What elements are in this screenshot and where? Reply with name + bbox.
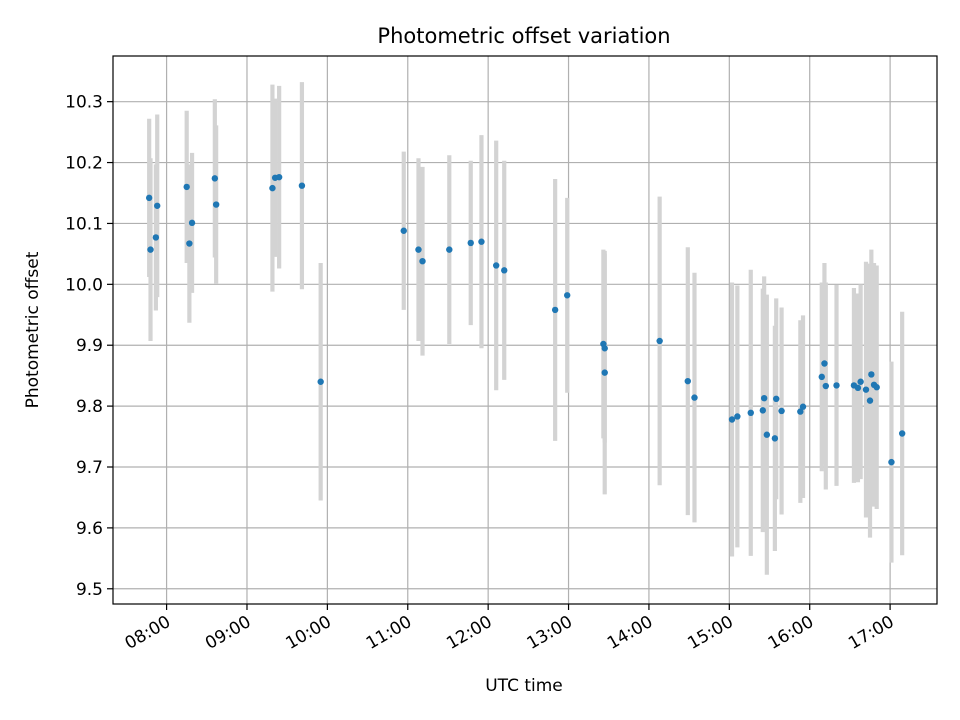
x-tick-label: 16:00 [765, 612, 817, 654]
data-point [298, 182, 306, 189]
data-point [467, 239, 474, 247]
data-point [501, 267, 508, 274]
x-tick-label: 11:00 [363, 612, 415, 654]
x-tick-label: 10:00 [282, 612, 334, 654]
data-point [857, 378, 864, 385]
y-tick-label: 9.9 [76, 336, 103, 356]
data-point [152, 234, 160, 241]
data-point [734, 413, 741, 420]
y-tick-label: 9.7 [76, 458, 103, 478]
data-point [763, 431, 771, 438]
data-point [188, 219, 196, 227]
data-point-layer [145, 173, 906, 466]
data-point [269, 184, 276, 192]
data-point [691, 394, 698, 401]
errorbar-layer [147, 82, 905, 575]
y-axis-ticks: 9.5 9.6 9.7 9.8 9.9 10.0 10.1 10.2 10.3 [65, 93, 113, 600]
plot-area-frame [112, 55, 938, 605]
data-point [818, 373, 825, 381]
data-point [728, 416, 736, 423]
data-point [854, 384, 862, 392]
x-tick-label: 13:00 [524, 612, 576, 654]
data-point [656, 337, 663, 345]
data-point [317, 378, 324, 385]
x-tick-label: 17:00 [845, 612, 897, 654]
chart-title: Photometric offset variation [377, 24, 670, 48]
x-tick-label: 12:00 [443, 612, 495, 654]
data-point [799, 403, 807, 410]
y-tick-label: 10.0 [65, 275, 103, 295]
y-tick-label: 10.2 [65, 154, 103, 174]
data-point [773, 395, 780, 403]
data-point [822, 382, 829, 390]
data-point [154, 202, 161, 209]
data-point [446, 246, 453, 253]
x-tick-label: 09:00 [202, 612, 254, 654]
data-point [797, 408, 804, 415]
data-point [759, 407, 767, 414]
x-tick-label: 15:00 [684, 612, 736, 654]
data-point [866, 397, 874, 404]
data-point [478, 238, 485, 245]
data-point [275, 173, 283, 181]
data-point [211, 175, 219, 182]
data-point [147, 246, 154, 253]
data-point [778, 407, 785, 415]
grid-lines [113, 56, 937, 604]
data-point [888, 458, 895, 466]
data-point [833, 382, 840, 389]
data-point [898, 430, 906, 437]
data-point [601, 345, 608, 352]
data-point [145, 194, 153, 202]
data-point [684, 377, 691, 385]
y-tick-label: 10.3 [65, 93, 103, 113]
data-point [868, 371, 875, 378]
y-tick-label: 9.8 [76, 397, 103, 417]
data-point [821, 360, 828, 367]
data-point [873, 384, 880, 391]
data-point [492, 262, 500, 269]
data-point [862, 386, 870, 393]
data-point [551, 306, 559, 314]
x-tick-label: 08:00 [122, 612, 174, 654]
x-axis-title: UTC time [485, 676, 563, 696]
data-point [771, 435, 779, 442]
data-point [183, 183, 190, 191]
x-axis-ticks: 08:00 09:00 10:00 11:00 12:00 13:00 14:00 15:00… [122, 604, 898, 654]
data-point [212, 201, 220, 208]
x-tick-label: 14:00 [604, 612, 656, 654]
data-point [415, 246, 422, 253]
y-axis-title: Photometric offset [23, 251, 43, 408]
data-point [601, 369, 608, 376]
data-point [186, 240, 193, 247]
data-point [400, 227, 407, 234]
y-tick-label: 9.6 [76, 519, 103, 539]
data-point [760, 394, 768, 402]
y-tick-label: 9.5 [76, 580, 103, 600]
data-point [747, 409, 754, 417]
data-point [564, 292, 571, 299]
data-point [419, 257, 426, 265]
y-tick-label: 10.1 [65, 214, 103, 234]
